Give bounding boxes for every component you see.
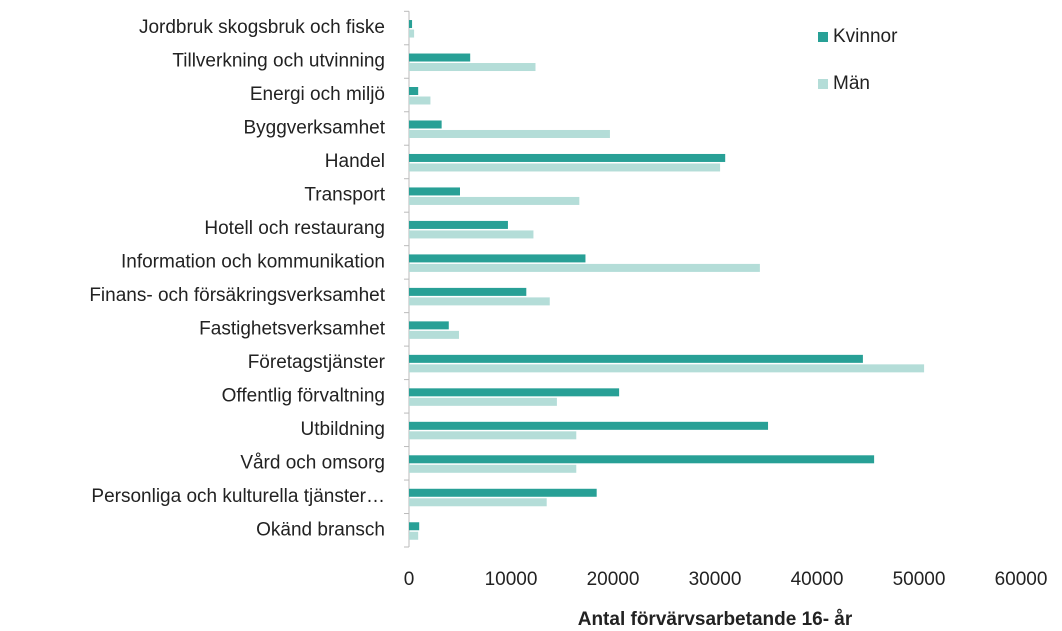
bar bbox=[409, 364, 925, 373]
x-axis-label: Antal förvärvsarbetande 16- år bbox=[578, 609, 853, 630]
y-tick-label: Finans- och försäkringsverksamhet bbox=[89, 285, 385, 306]
bar bbox=[409, 96, 431, 105]
bar bbox=[409, 120, 442, 129]
x-tick-label: 30000 bbox=[689, 569, 742, 590]
legend-label: Kvinnor bbox=[833, 26, 898, 47]
x-tick-label: 60000 bbox=[995, 569, 1048, 590]
bar bbox=[409, 220, 508, 229]
bar bbox=[409, 20, 413, 29]
legend-swatch bbox=[818, 32, 828, 42]
x-tick-label: 20000 bbox=[587, 569, 640, 590]
x-tick-label: 0 bbox=[404, 569, 415, 590]
y-tick-label: Fastighetsverksamhet bbox=[199, 318, 386, 339]
bar bbox=[409, 321, 449, 330]
bar bbox=[409, 230, 534, 239]
y-tick-label: Utbildning bbox=[301, 419, 386, 440]
bar bbox=[409, 488, 597, 497]
bar bbox=[409, 354, 863, 363]
y-tick-label: Okänd bransch bbox=[256, 519, 385, 540]
x-tick-label: 50000 bbox=[893, 569, 946, 590]
bar bbox=[409, 330, 459, 339]
x-tick-label: 40000 bbox=[791, 569, 844, 590]
bar bbox=[409, 531, 419, 540]
y-tick-label: Jordbruk skogsbruk och fiske bbox=[139, 17, 385, 38]
legend-label: Män bbox=[833, 73, 870, 94]
bar bbox=[409, 63, 536, 72]
bar bbox=[409, 129, 610, 138]
y-tick-label: Vård och omsorg bbox=[240, 452, 385, 473]
y-tick-label: Handel bbox=[325, 151, 385, 172]
y-tick-label: Transport bbox=[304, 184, 385, 205]
bar bbox=[409, 421, 769, 430]
y-tick-label: Tillverkning och utvinning bbox=[172, 51, 385, 72]
bar bbox=[409, 431, 577, 440]
bar bbox=[409, 287, 527, 296]
y-tick-label: Hotell och restaurang bbox=[204, 218, 385, 239]
bar bbox=[409, 153, 726, 162]
bar bbox=[409, 254, 586, 263]
bar bbox=[409, 263, 760, 272]
bar bbox=[409, 29, 415, 38]
y-tick-label: Energi och miljö bbox=[250, 84, 385, 105]
bar bbox=[409, 522, 420, 531]
x-tick-label: 10000 bbox=[485, 569, 538, 590]
bar bbox=[409, 297, 550, 306]
bar bbox=[409, 53, 471, 62]
y-tick-label: Personliga och kulturella tjänster… bbox=[91, 486, 385, 507]
y-tick-label: Offentlig förvaltning bbox=[222, 385, 385, 406]
bar bbox=[409, 388, 620, 397]
bar bbox=[409, 196, 580, 205]
bar bbox=[409, 455, 875, 464]
bar bbox=[409, 187, 460, 196]
bar bbox=[409, 464, 577, 473]
bar bbox=[409, 498, 547, 507]
y-tick-label: Företagstjänster bbox=[248, 352, 386, 373]
bar bbox=[409, 397, 557, 406]
y-tick-label: Information och kommunikation bbox=[121, 251, 385, 272]
legend-swatch bbox=[818, 79, 828, 89]
bar bbox=[409, 87, 419, 96]
bar bbox=[409, 163, 721, 172]
y-tick-label: Byggverksamhet bbox=[243, 118, 385, 139]
